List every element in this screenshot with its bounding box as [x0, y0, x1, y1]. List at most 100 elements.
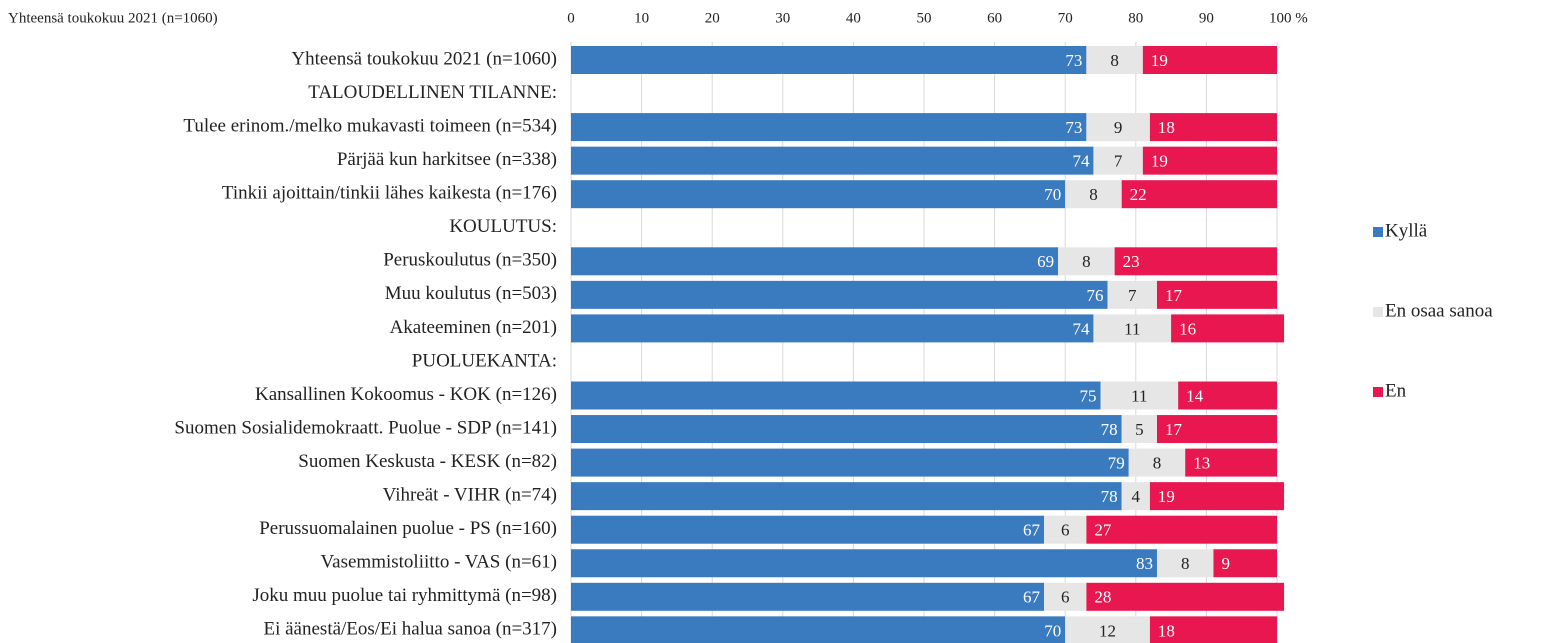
data-label: 14: [1186, 386, 1204, 405]
x-tick-label: 40: [846, 10, 861, 26]
x-tick-label: 90: [1199, 10, 1214, 26]
bar-segment: [1044, 582, 1087, 611]
legend-label: Kyllä: [1385, 220, 1428, 241]
data-label: 67: [1023, 588, 1041, 607]
bar-segment: [1149, 616, 1277, 643]
data-label: 83: [1136, 554, 1153, 573]
data-label: 19: [1151, 51, 1168, 70]
data-label: 70: [1044, 185, 1061, 204]
data-label: 7: [1114, 152, 1123, 171]
bar-segment: [1142, 46, 1277, 74]
y-tick-label: Peruskoulutus (n=350): [383, 250, 557, 271]
data-label: 4: [1132, 487, 1141, 506]
data-label: 22: [1130, 185, 1147, 204]
data-label: 8: [1181, 554, 1190, 573]
y-tick-label: Tinkii ajoittain/tinkii lähes kaikesta (…: [222, 183, 557, 204]
bar-segment: [571, 415, 1122, 444]
bar-segment: [1171, 314, 1285, 343]
bar-segment: [1093, 146, 1143, 175]
chart-title: Yhteensä toukokuu 2021 (n=1060): [8, 10, 218, 26]
y-tick-label: Yhteensä toukokuu 2021 (n=1060): [291, 48, 557, 69]
data-label: 27: [1094, 521, 1112, 540]
bar-segment: [571, 280, 1108, 309]
data-label: 28: [1094, 588, 1111, 607]
data-label: 8: [1153, 454, 1162, 473]
data-label: 17: [1165, 420, 1183, 439]
bar-segment: [571, 146, 1094, 175]
bar-segment: [1149, 113, 1277, 142]
x-tick-label: 100 %: [1269, 10, 1308, 26]
data-label: 76: [1087, 286, 1104, 305]
y-tick-label: Ei äänestä/Eos/Ei halua sanoa (n=317): [263, 619, 557, 640]
bar-segment: [1086, 515, 1277, 544]
bar-segment: [1156, 549, 1214, 578]
legend-label: En: [1385, 380, 1407, 401]
data-label: 79: [1108, 454, 1125, 473]
data-label: 8: [1089, 185, 1098, 204]
bar-segment: [571, 582, 1045, 611]
bar-segment: [571, 247, 1059, 276]
legend-swatch: [1373, 307, 1383, 317]
data-label: 74: [1072, 152, 1090, 171]
legend-label: En osaa sanoa: [1385, 300, 1493, 321]
data-label: 5: [1135, 420, 1144, 439]
bar-segment: [1058, 247, 1115, 276]
x-tick-label: 60: [987, 10, 1002, 26]
y-tick-label: Kansallinen Kokoomus - KOK (n=126): [255, 384, 557, 405]
bar-segment: [571, 515, 1045, 544]
x-tick-label: 0: [567, 10, 575, 26]
data-label: 6: [1061, 588, 1070, 607]
bar-segment: [1178, 381, 1277, 410]
legend-swatch: [1373, 227, 1383, 237]
bar-segment: [1121, 180, 1277, 209]
data-label: 9: [1221, 554, 1230, 573]
bar-segment: [1149, 482, 1285, 511]
x-tick-label: 10: [634, 10, 649, 26]
data-label: 13: [1193, 454, 1210, 473]
data-label: 16: [1179, 319, 1196, 338]
bar-segment: [1086, 46, 1143, 74]
data-label: 69: [1037, 252, 1054, 271]
bar-segment: [1093, 314, 1172, 343]
data-label: 19: [1151, 152, 1168, 171]
y-tick-label: KOULUTUS:: [449, 216, 557, 237]
bar-segment: [571, 616, 1066, 643]
y-tick-label: Akateeminen (n=201): [390, 317, 557, 338]
bar-segment: [1065, 616, 1150, 643]
bar-segment: [1128, 448, 1186, 477]
data-label: 73: [1065, 51, 1082, 70]
bar-segment: [1213, 549, 1277, 578]
bar-segment: [1185, 448, 1277, 477]
bar-segment: [1086, 113, 1150, 142]
y-tick-label: PUOLUEKANTA:: [412, 350, 557, 371]
data-label: 75: [1080, 386, 1097, 405]
bar-segment: [571, 46, 1087, 74]
bar-segment: [571, 314, 1094, 343]
data-label: 11: [1131, 386, 1147, 405]
data-label: 17: [1165, 286, 1183, 305]
data-label: 8: [1110, 51, 1119, 70]
y-tick-label: Vasemmistoliitto - VAS (n=61): [321, 552, 557, 573]
y-tick-label: Muu koulutus (n=503): [385, 283, 557, 304]
bar-segment: [1086, 582, 1285, 611]
bar-segment: [1114, 247, 1277, 276]
y-tick-label: Pärjää kun harkitsee (n=338): [337, 149, 557, 170]
data-label: 78: [1101, 420, 1118, 439]
data-label: 67: [1023, 521, 1041, 540]
data-label: 9: [1114, 118, 1123, 137]
data-label: 70: [1044, 621, 1061, 640]
bar-segment: [1156, 280, 1277, 309]
bar-segment: [1107, 280, 1157, 309]
y-tick-label: Perussuomalainen puolue - PS (n=160): [259, 518, 557, 539]
bar-segment: [571, 549, 1157, 578]
data-label: 78: [1101, 487, 1118, 506]
data-label: 23: [1123, 252, 1140, 271]
bar-segment: [1121, 415, 1157, 444]
data-label: 18: [1158, 621, 1175, 640]
y-tick-label: Suomen Keskusta - KESK (n=82): [298, 451, 557, 472]
data-label: 11: [1124, 319, 1140, 338]
bar-segment: [571, 482, 1122, 511]
x-tick-label: 70: [1058, 10, 1073, 26]
data-label: 18: [1158, 118, 1175, 137]
